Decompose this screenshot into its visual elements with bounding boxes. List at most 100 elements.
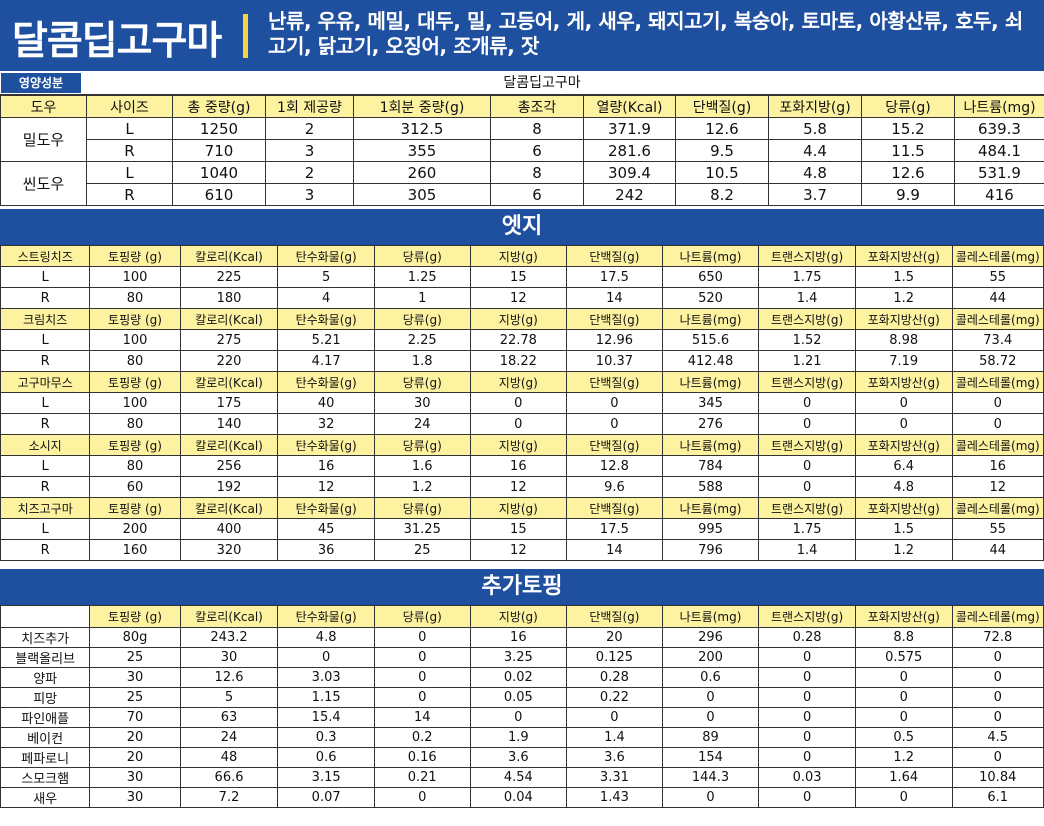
table-cell: 784	[661, 455, 760, 477]
column-header: 1회 제공량	[265, 95, 354, 118]
table-cell: 0	[373, 627, 471, 648]
table-cell: 1.6	[373, 455, 471, 477]
table-cell: 371.9	[583, 117, 676, 140]
table-cell: 1.64	[854, 767, 953, 788]
column-header: 나트륨(mg)	[661, 434, 760, 456]
column-header: 탄수화물(g)	[277, 308, 375, 330]
column-header: 지방(g)	[469, 434, 568, 456]
table-cell: R	[0, 350, 91, 372]
column-header: 트랜스지방(g)	[758, 245, 856, 267]
table-cell: 7.2	[179, 787, 279, 808]
table-cell: 12.6	[675, 117, 769, 140]
table-cell: 0.02	[469, 667, 568, 688]
edge-group-label: 크림치즈	[0, 308, 91, 330]
table-cell: 0	[854, 787, 953, 808]
table-cell: 0	[758, 413, 856, 435]
table-cell: 588	[661, 476, 760, 498]
table-cell: 80	[89, 413, 181, 435]
table-cell: 1.2	[373, 476, 471, 498]
table-cell: 80	[89, 455, 181, 477]
table-cell: 0	[758, 455, 856, 477]
column-header: 칼로리(Kcal)	[179, 434, 279, 456]
table-cell: 0.03	[758, 767, 856, 788]
table-cell: 1	[373, 287, 471, 309]
table-cell: 0.22	[566, 687, 663, 708]
column-header: 콜레스테롤(mg)	[951, 371, 1044, 393]
table-cell: 995	[661, 518, 760, 540]
topping-name: 파인애플	[0, 707, 91, 728]
table-row: 파인애플 70 63 15.4 14 0 0 0 0 0 0	[0, 707, 1044, 728]
table-cell: 70	[89, 707, 181, 728]
table-cell: 520	[661, 287, 760, 309]
table-cell: 45	[277, 518, 375, 540]
table-row: R 60 192 12 1.2 12 9.6 588 0 4.8 12	[0, 476, 1044, 498]
table-cell: 10.37	[566, 350, 663, 372]
table-cell: 0	[758, 687, 856, 708]
column-header: 포화지방산(g)	[854, 308, 953, 330]
table-row: R 710 3 355 6 281.6 9.5 4.4 11.5 484.1	[1, 139, 1044, 162]
table-cell: 44	[951, 539, 1044, 561]
table-cell: 275	[179, 329, 279, 351]
column-header: 도우	[0, 95, 87, 118]
table-cell: 10.84	[951, 767, 1044, 788]
table-cell: 12.6	[861, 161, 955, 184]
table-cell: 10.5	[675, 161, 769, 184]
table-cell: 1040	[172, 161, 266, 184]
table-cell: 12	[277, 476, 375, 498]
table-cell: 15	[469, 518, 568, 540]
table-cell: 0	[373, 787, 471, 808]
column-header: 탄수화물(g)	[277, 371, 375, 393]
table-row: L 100 275 5.21 2.25 22.78 12.96 515.6 1.52 8.98 73…	[0, 329, 1044, 351]
table-cell: 220	[179, 350, 279, 372]
page-title: 달콤딥고구마	[12, 19, 222, 64]
table-cell: 12	[469, 476, 568, 498]
table-cell: 3.15	[277, 767, 375, 788]
table-cell: R	[0, 287, 91, 309]
table-cell: 32	[277, 413, 375, 435]
table-cell: 154	[661, 747, 760, 768]
table-cell: 4.8	[854, 476, 953, 498]
table-cell: L	[0, 392, 91, 414]
table-cell: 17.5	[566, 266, 663, 288]
table-cell: 416	[954, 183, 1044, 206]
table-cell: 6	[490, 183, 584, 206]
table-cell: 242	[583, 183, 676, 206]
column-header: 토핑량 (g)	[89, 497, 181, 519]
table-cell: 0.575	[854, 647, 953, 668]
table-cell: 2	[265, 117, 354, 140]
table-cell: 1.15	[277, 687, 375, 708]
table-cell: 192	[179, 476, 279, 498]
table-cell: 0.6	[277, 747, 375, 768]
table-cell: 320	[179, 539, 279, 561]
table-cell: 100	[89, 392, 181, 414]
dough-type-label: 씬도우	[0, 161, 87, 206]
table-cell: 281.6	[583, 139, 676, 162]
table-cell: 345	[661, 392, 760, 414]
table-cell: 3.25	[469, 647, 568, 668]
column-header: 포화지방산(g)	[854, 605, 953, 628]
table-cell: 2.25	[373, 329, 471, 351]
table-cell: 1.52	[758, 329, 856, 351]
column-header: 토핑량 (g)	[89, 434, 181, 456]
table-cell: 0	[373, 647, 471, 668]
table-cell: 1.75	[758, 266, 856, 288]
table-cell: 20	[89, 747, 181, 768]
column-header: 열량(Kcal)	[583, 95, 676, 118]
table-cell: 484.1	[954, 139, 1044, 162]
table-cell: 55	[951, 518, 1044, 540]
table-cell: 100	[89, 266, 181, 288]
table-row: 새우 30 7.2 0.07 0 0.04 1.43 0 0 0 6.1	[0, 787, 1044, 808]
table-cell: 3	[265, 183, 354, 206]
column-header: 탄수화물(g)	[277, 434, 375, 456]
table-cell: 24	[179, 727, 279, 748]
table-cell: L	[86, 161, 173, 184]
edge-group-header-row: 크림치즈 토핑량 (g) 칼로리(Kcal) 탄수화물(g) 당류(g) 지방(g) 단백질…	[0, 308, 1044, 330]
table-cell: 7.19	[854, 350, 953, 372]
column-header: 나트륨(mg)	[661, 605, 760, 628]
table-cell: 243.2	[179, 627, 279, 648]
table-cell: 58.72	[951, 350, 1044, 372]
table-cell: 0	[758, 747, 856, 768]
table-cell: 12.6	[179, 667, 279, 688]
table-cell: 200	[89, 518, 181, 540]
column-header: 나트륨(mg)	[661, 245, 760, 267]
